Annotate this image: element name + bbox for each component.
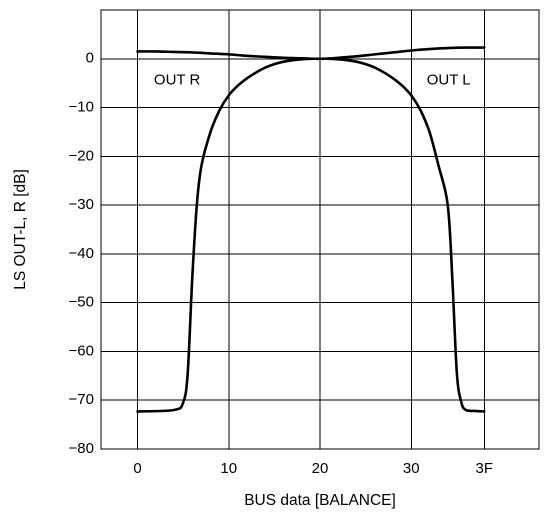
y-axis-ticks: 0 −10 −20 −30 −40 −50 −60 −70 −80 <box>69 50 94 457</box>
y-tick-label: 0 <box>86 50 94 67</box>
x-tick-label: 20 <box>312 460 329 477</box>
y-axis-label: LS OUT-L, R [dB] <box>12 169 29 290</box>
y-tick-label: −40 <box>69 245 94 262</box>
y-tick-label: −30 <box>69 196 94 213</box>
x-tick-label: 0 <box>133 460 141 477</box>
x-tick-label: 30 <box>403 460 420 477</box>
y-tick-label: −60 <box>69 342 94 359</box>
x-tick-label: 3F <box>475 460 493 477</box>
grid <box>101 10 539 449</box>
series-layer <box>136 46 486 413</box>
x-tick-label: 10 <box>220 460 237 477</box>
y-tick-label: −20 <box>69 147 94 164</box>
y-tick-label: −10 <box>69 99 94 116</box>
series-line-2 <box>136 46 486 61</box>
series-line-1 <box>136 57 486 413</box>
y-tick-label: −70 <box>69 391 94 408</box>
y-tick-label: −50 <box>69 294 94 311</box>
y-tick-label: −80 <box>69 440 94 457</box>
plot-frame <box>100 9 540 450</box>
annotations: OUT R OUT L <box>154 72 471 89</box>
annotation-label: OUT R <box>154 72 201 89</box>
x-axis-ticks: 0 10 20 30 3F <box>133 460 493 477</box>
x-axis-label: BUS data [BALANCE] <box>244 492 396 509</box>
annotation-label: OUT L <box>427 72 471 89</box>
